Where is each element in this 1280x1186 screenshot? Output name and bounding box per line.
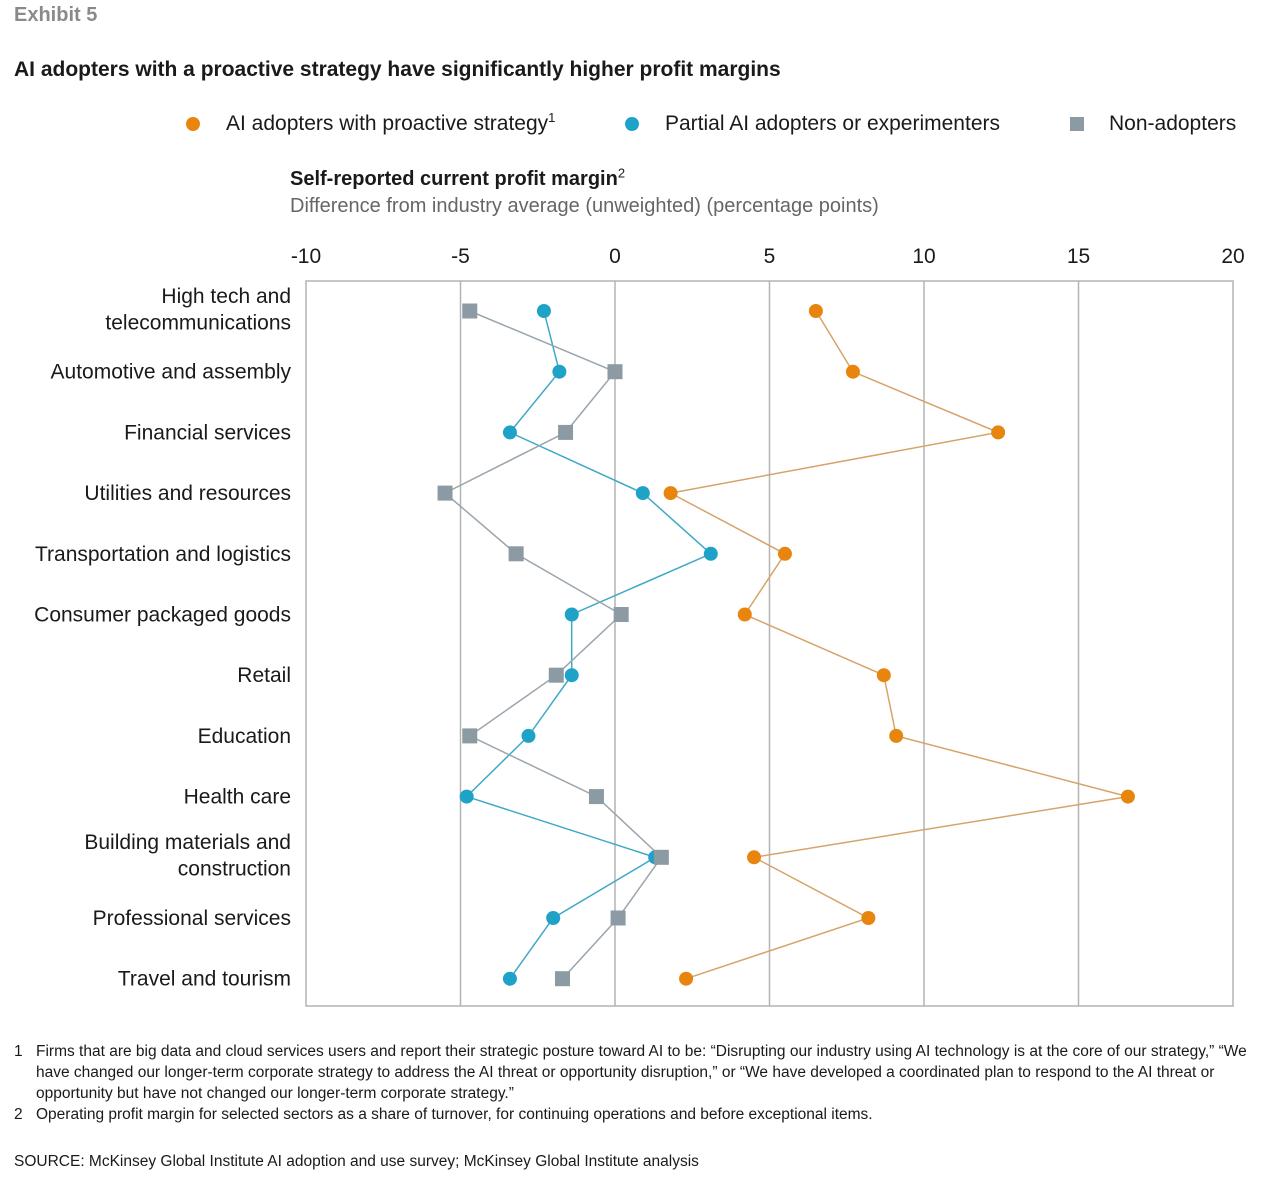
legend-circle-icon [625, 117, 639, 131]
legend-label: Non-adopters [1109, 112, 1237, 135]
data-point-circle [564, 607, 579, 622]
data-point-square [508, 546, 524, 562]
axis-title: Self-reported current profit margin2 [290, 165, 626, 190]
legend-square-icon [1070, 117, 1084, 131]
category-label: Education [198, 725, 291, 748]
data-point-circle [861, 911, 876, 925]
data-point-circle [991, 425, 1006, 440]
category-label: Financial services [124, 421, 291, 444]
category-label: Automotive and assembly [51, 361, 292, 384]
data-point-circle [747, 850, 762, 865]
data-point-circle [502, 971, 517, 986]
data-point-circle [552, 364, 567, 379]
data-point-circle [845, 364, 860, 379]
data-point-circle [737, 607, 752, 622]
data-point-circle [536, 304, 551, 318]
footnote: 2 Operating profit margin for selected s… [14, 1106, 873, 1123]
category-label: Travel and tourism [118, 968, 291, 991]
legend: AI adopters with proactive strategy1 Par… [186, 110, 1256, 138]
data-point-square [558, 424, 574, 440]
data-point-circle [808, 304, 823, 318]
data-point-circle [502, 425, 517, 440]
x-tick-label: 5 [764, 245, 776, 268]
category-label: Transportation and logistics [35, 543, 291, 566]
data-point-square [462, 728, 478, 744]
category-label: Health care [184, 786, 291, 809]
category-label: Building materials and [84, 831, 291, 854]
data-point-circle [876, 668, 891, 683]
data-point-circle [564, 668, 579, 683]
data-point-circle [703, 546, 718, 561]
category-label: Consumer packaged goods [34, 604, 291, 627]
data-point-circle [663, 486, 678, 501]
category-label: Professional services [93, 907, 291, 930]
footnotes: 1 Firms that are big data and cloud serv… [14, 1041, 1254, 1125]
axis-subtitle: Difference from industry average (unweig… [290, 195, 879, 217]
footnote: 1 Firms that are big data and cloud serv… [14, 1043, 1247, 1102]
x-tick-label: -10 [291, 245, 321, 268]
series-line [443, 310, 663, 980]
legend-label: Partial AI adopters or experimenters [665, 112, 1000, 135]
source-note: SOURCE: McKinsey Global Institute AI ado… [14, 1153, 699, 1170]
data-point-square [613, 607, 629, 622]
x-tick-label: 0 [609, 245, 621, 268]
category-label: telecommunications [105, 311, 291, 334]
data-point-square [437, 485, 453, 501]
category-label: Retail [237, 664, 291, 687]
category-label: Utilities and resources [84, 482, 291, 505]
data-point-circle [635, 486, 650, 501]
data-point-square [653, 849, 669, 865]
legend-label: AI adopters with proactive strategy1 [226, 110, 556, 135]
data-point-square [610, 910, 626, 926]
data-point-square [554, 971, 570, 987]
data-point-square [607, 364, 623, 380]
series-line [668, 310, 1129, 980]
exhibit-label: Exhibit 5 [14, 4, 98, 26]
data-point-circle [889, 728, 904, 743]
data-point-circle [546, 911, 561, 925]
legend-circle-icon [186, 117, 200, 131]
data-point-circle [679, 971, 694, 986]
x-tick-label: -5 [451, 245, 470, 268]
data-point-square [548, 667, 564, 683]
category-label: construction [178, 858, 291, 881]
category-label: High tech and [161, 285, 291, 308]
data-point-circle [459, 789, 474, 804]
data-point-circle [1120, 789, 1135, 804]
x-tick-label: 10 [912, 245, 935, 268]
data-point-square [462, 303, 478, 319]
series-line [465, 310, 713, 980]
data-point-circle [521, 728, 536, 743]
data-point-circle [777, 546, 792, 561]
chart-title: AI adopters with a proactive strategy ha… [14, 58, 781, 81]
x-tick-label: 15 [1067, 245, 1090, 268]
x-tick-label: 20 [1221, 245, 1244, 268]
data-point-square [588, 789, 604, 805]
